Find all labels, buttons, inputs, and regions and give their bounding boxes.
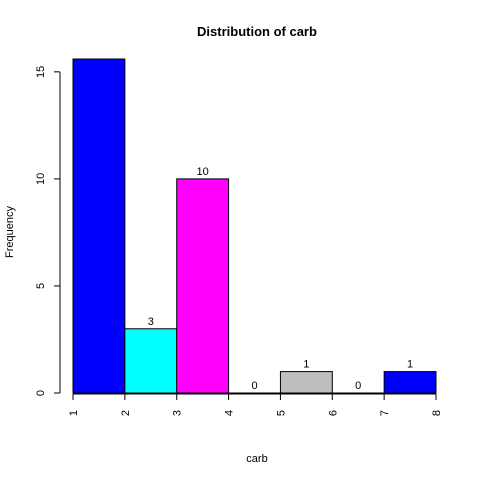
bar-1 [72, 58, 126, 394]
y-tick-label-10: 10 [35, 173, 47, 185]
bar-2 [124, 328, 178, 394]
x-axis-label: carb [246, 453, 267, 465]
y-axis-label: Frequency [4, 206, 16, 258]
data-label-3: 10 [197, 166, 209, 178]
y-tick-label-15: 15 [35, 66, 47, 78]
bars-group [72, 58, 437, 394]
bar-3 [176, 178, 230, 394]
x-axis: 1 2 3 4 5 6 7 8 [68, 393, 443, 416]
data-label-7: 1 [407, 359, 413, 371]
x-tick-label-1: 1 [68, 410, 80, 416]
data-label-2: 3 [148, 316, 154, 328]
data-label-6: 0 [355, 380, 361, 392]
chart-title: Distribution of carb [197, 24, 317, 39]
x-tick-label-3: 3 [172, 410, 184, 416]
y-tick-label-5: 5 [35, 283, 47, 289]
bar-5 [279, 371, 333, 394]
x-tick-label-5: 5 [275, 410, 287, 416]
x-tick-label-4: 4 [224, 410, 236, 416]
x-tick-label-7: 7 [379, 410, 391, 416]
data-label-4: 0 [251, 380, 257, 392]
x-tick-label-8: 8 [431, 410, 443, 416]
x-tick-label-2: 2 [120, 410, 132, 416]
bar-7 [383, 371, 437, 394]
data-label-5: 1 [303, 359, 309, 371]
y-tick-label-0: 0 [35, 390, 47, 396]
y-axis: 0 5 10 15 [35, 66, 61, 396]
x-tick-label-6: 6 [327, 410, 339, 416]
